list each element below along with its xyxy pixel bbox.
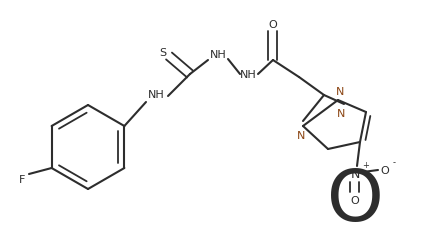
Text: S: S (160, 48, 166, 58)
Text: +: + (363, 161, 369, 170)
Text: N: N (336, 87, 344, 97)
Text: -: - (393, 158, 396, 167)
Text: F: F (19, 174, 25, 184)
Text: NH: NH (210, 50, 227, 60)
Text: N: N (337, 109, 345, 118)
Text: N: N (350, 168, 360, 181)
Text: NH: NH (148, 90, 164, 100)
Text: O: O (269, 20, 278, 30)
Text: NH: NH (240, 70, 257, 80)
Text: O: O (326, 166, 384, 235)
Text: N: N (297, 131, 305, 140)
Text: O: O (381, 165, 390, 175)
Text: O: O (350, 195, 360, 205)
